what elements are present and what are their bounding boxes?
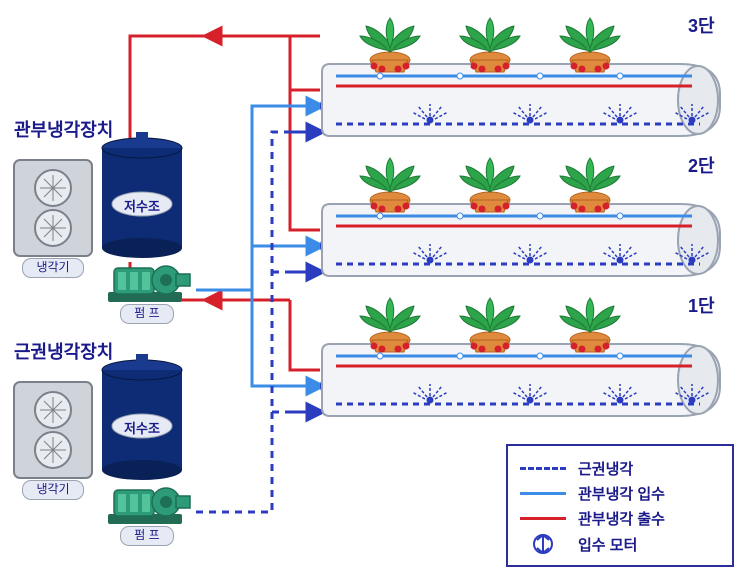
cooler-upper: [14, 160, 92, 256]
legend-text-inlet: 관부냉각 입수: [578, 483, 665, 504]
pump-upper: [108, 266, 190, 302]
tier2-label: 2단: [688, 152, 715, 178]
tier3-label: 3단: [688, 12, 715, 38]
legend-row-outlet: 관부냉각 출수: [520, 508, 720, 529]
pipes-inlet: [196, 106, 320, 386]
tank-lower: [102, 354, 182, 480]
tier1-label: 1단: [688, 292, 715, 318]
pump-label-upper: 펌 프: [120, 304, 174, 324]
legend-row-inlet: 관부냉각 입수: [520, 483, 720, 504]
trough-tier2: [322, 158, 720, 276]
cooler-label-lower: 냉각기: [22, 480, 84, 500]
tank-label-lower: 저수조: [118, 418, 166, 437]
legend-swatch-outlet: [520, 517, 566, 520]
title-upper-unit: 관부냉각장치: [14, 116, 113, 142]
cooler-lower: [14, 382, 92, 478]
tank-label-upper: 저수조: [118, 196, 166, 215]
trough-tier3: [322, 18, 720, 136]
tank-upper: [102, 132, 182, 258]
legend-text-motor: 입수 모터: [578, 534, 637, 555]
diagram-stage: 관부냉각장치 근권냉각장치 저수조 저수조 냉각기 냉각기 펌 프 펌 프 3단…: [0, 0, 752, 568]
cooler-label-upper: 냉각기: [22, 258, 84, 278]
pump-label-lower: 펌 프: [120, 526, 174, 546]
legend-text-dashed: 근권냉각: [578, 458, 633, 479]
legend-motor-icon: [520, 533, 566, 555]
legend-text-outlet: 관부냉각 출수: [578, 508, 665, 529]
pipes-rootzone: [196, 132, 320, 512]
legend-swatch-dashed: [520, 467, 566, 470]
legend-row-motor: 입수 모터: [520, 533, 720, 555]
legend-box: 근권냉각 관부냉각 입수 관부냉각 출수 입수 모터: [506, 444, 734, 567]
legend-swatch-inlet: [520, 492, 566, 495]
title-lower-unit: 근권냉각장치: [14, 338, 113, 364]
pump-lower: [108, 488, 190, 524]
legend-row-dashed: 근권냉각: [520, 458, 720, 479]
trough-tier1: [322, 298, 720, 416]
